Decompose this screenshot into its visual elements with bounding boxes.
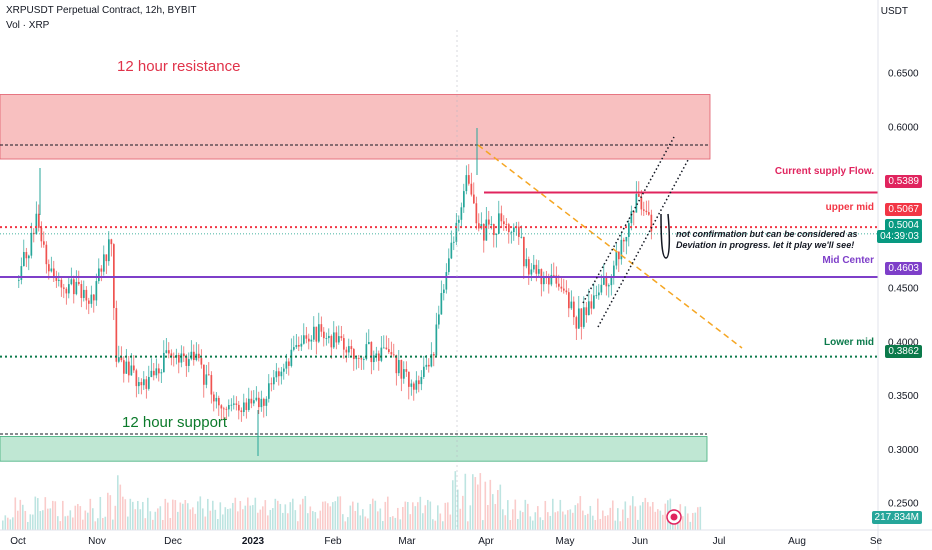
x-tick-label: Dec <box>164 536 182 547</box>
resistance-zone-label: 12 hour resistance <box>117 58 241 75</box>
supply-flow-price-badge: 0.5389 <box>885 175 922 188</box>
supply-flow-label: Current supply Flow. <box>774 166 874 177</box>
channel-lower-line <box>597 159 689 328</box>
mid-center-price-badge: 0.4603 <box>885 262 922 275</box>
deviation-curve <box>660 213 671 259</box>
x-tick-label: Jun <box>632 536 648 547</box>
y-tick-label: 0.3500 <box>888 391 919 402</box>
resistance-zone <box>0 94 711 160</box>
x-tick-label: Feb <box>324 536 342 547</box>
x-tick-label: Nov <box>88 536 106 547</box>
deviation-annotation: not confirmation but can be considered a… <box>676 229 858 250</box>
x-tick-label: Mar <box>398 536 416 547</box>
y-tick-label: 0.6500 <box>888 69 919 80</box>
x-tick-label: 2023 <box>242 536 265 547</box>
chart-title: XRPUSDT Perpetual Contract, 12h, BYBIT <box>6 5 197 16</box>
y-tick-label: 0.4500 <box>888 284 919 295</box>
x-tick-label: Se <box>870 536 883 547</box>
support-zone <box>0 436 708 462</box>
countdown-badge: 04:39:03 <box>877 230 922 243</box>
descending-trendline <box>477 144 743 349</box>
x-tick-label: Oct <box>10 536 26 547</box>
x-tick-label: Jul <box>713 536 726 547</box>
lower-mid-price-badge: 0.3862 <box>885 345 922 358</box>
candles <box>18 164 653 422</box>
current-price-badge: 0.5004 <box>885 219 922 232</box>
x-tick-label: May <box>556 536 575 547</box>
volume-indicator-label: Vol · XRP <box>6 20 50 31</box>
y-tick-label: 0.2500 <box>888 499 919 510</box>
x-tick-label: Aug <box>788 536 806 547</box>
y-tick-label: 0.6000 <box>888 122 919 133</box>
volume-bars <box>2 471 702 530</box>
upper-mid-price-badge: 0.5067 <box>885 203 922 216</box>
volume-badge: 217.834M <box>871 511 922 524</box>
y-tick-label: 0.4000 <box>888 337 919 348</box>
support-zone-label: 12 hour support <box>122 414 228 431</box>
mid-center-label: Mid Center <box>822 255 874 266</box>
upper-mid-label: upper mid <box>825 202 874 213</box>
y-tick-label: 0.3000 <box>888 445 919 456</box>
x-tick-label: Apr <box>478 536 494 547</box>
currency-label: USDT <box>880 6 908 17</box>
lower-mid-label: Lower mid <box>823 337 874 348</box>
watermark-logo-dot-icon <box>670 513 678 521</box>
